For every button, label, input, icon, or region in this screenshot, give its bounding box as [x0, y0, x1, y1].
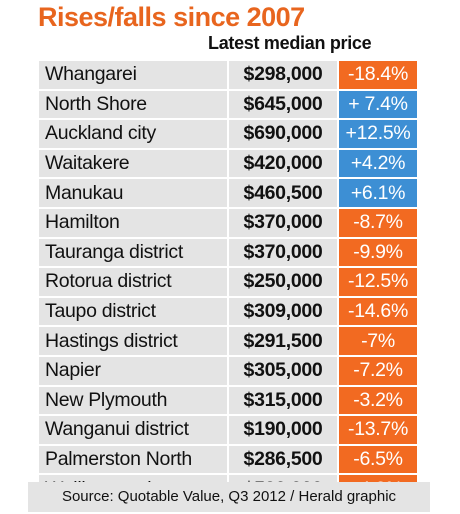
change: -14.6% [337, 295, 419, 328]
median-price: $309,000 [227, 295, 339, 328]
median-price: $291,500 [227, 325, 339, 357]
change: -6.5% [337, 443, 419, 476]
median-price: $370,000 [227, 236, 339, 269]
table-row: New Plymouth $315,000 -3.2% [37, 384, 419, 417]
median-price: $315,000 [227, 384, 339, 417]
table-row: Taupo district $309,000 -14.6% [37, 295, 419, 328]
suburb-name: Hamilton [37, 206, 229, 239]
median-price: $298,000 [227, 59, 339, 91]
change: +4.2% [337, 147, 419, 180]
change: -12.5% [337, 266, 419, 298]
suburb-name: Taupo district [37, 295, 229, 328]
change: +12.5% [337, 118, 419, 150]
suburb-name: Palmerston North [37, 443, 229, 476]
table-row: Auckland city $690,000 +12.5% [37, 118, 419, 150]
table-row: Hastings district $291,500 -7% [37, 325, 419, 357]
median-price: $190,000 [227, 414, 339, 446]
change: +6.1% [337, 177, 419, 209]
table-row: Waitakere $420,000 +4.2% [37, 147, 419, 180]
suburb-name: Whangarei [37, 59, 229, 91]
median-price: $460,500 [227, 177, 339, 209]
table-row: Manukau $460,500 +6.1% [37, 177, 419, 209]
source-note: Source: Quotable Value, Q3 2012 / Herald… [28, 482, 430, 512]
change: -7.2% [337, 354, 419, 387]
suburb-name: Auckland city [37, 118, 229, 150]
change: -13.7% [337, 414, 419, 446]
suburb-name: Tauranga district [37, 236, 229, 269]
suburb-name: Waitakere [37, 147, 229, 180]
table-row: Rotorua district $250,000 -12.5% [37, 266, 419, 298]
median-price: $370,000 [227, 206, 339, 239]
median-price: $286,500 [227, 443, 339, 476]
suburb-name: Hastings district [37, 325, 229, 357]
column-label: Latest median price [208, 33, 372, 53]
suburb-name: Wanganui district [37, 414, 229, 446]
table-row: Hamilton $370,000 -8.7% [37, 206, 419, 239]
title: Rises/falls since 2007 [38, 2, 305, 32]
change: -8.7% [337, 206, 419, 239]
suburb-name: Rotorua district [37, 266, 229, 298]
table-row: Tauranga district $370,000 -9.9% [37, 236, 419, 269]
change: -3.2% [337, 384, 419, 417]
median-price: $645,000 [227, 88, 339, 121]
change: -9.9% [337, 236, 419, 269]
change: -7% [337, 325, 419, 357]
table-row: Napier $305,000 -7.2% [37, 354, 419, 387]
table-row: Wanganui district $190,000 -13.7% [37, 414, 419, 446]
change: -18.4% [337, 59, 419, 91]
median-price: $420,000 [227, 147, 339, 180]
table-row: North Shore $645,000 + 7.4% [37, 88, 419, 121]
table-row: Palmerston North $286,500 -6.5% [37, 443, 419, 476]
change: + 7.4% [337, 88, 419, 121]
price-table: Whangarei $298,000 -18.4% North Shore $645,0… [37, 59, 419, 505]
median-price: $305,000 [227, 354, 339, 387]
suburb-name: Napier [37, 354, 229, 387]
table-row: Whangarei $298,000 -18.4% [37, 59, 419, 91]
suburb-name: Manukau [37, 177, 229, 209]
median-price: $250,000 [227, 266, 339, 298]
suburb-name: New Plymouth [37, 384, 229, 417]
suburb-name: North Shore [37, 88, 229, 121]
median-price: $690,000 [227, 118, 339, 150]
